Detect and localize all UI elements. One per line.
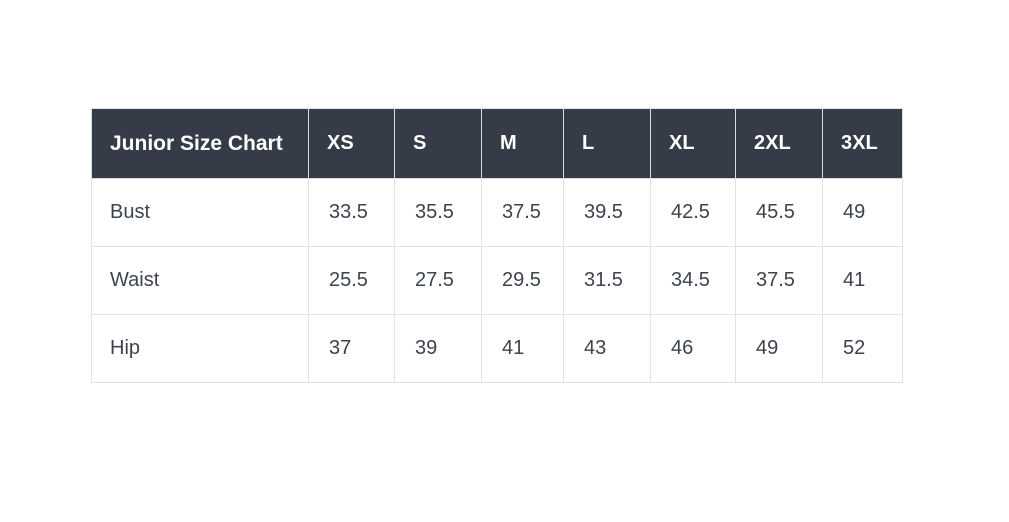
column-header-l: L <box>563 108 651 179</box>
table-cell: 37.5 <box>481 178 564 247</box>
table-cell: 31.5 <box>563 246 651 315</box>
row-label-bust: Bust <box>91 178 309 247</box>
column-header-3xl: 3XL <box>822 108 903 179</box>
row-label-waist: Waist <box>91 246 309 315</box>
column-header-s: S <box>394 108 482 179</box>
junior-size-chart-table: Junior Size Chart XS S M L XL 2XL 3XL Bu… <box>91 108 903 383</box>
table-cell: 41 <box>822 246 903 315</box>
table-cell: 39.5 <box>563 178 651 247</box>
table-row-waist: Waist 25.5 27.5 29.5 31.5 34.5 37.5 41 <box>91 246 903 315</box>
table-title: Junior Size Chart <box>91 108 309 179</box>
table-cell: 45.5 <box>735 178 823 247</box>
table-cell: 41 <box>481 314 564 383</box>
header-row: Junior Size Chart XS S M L XL 2XL 3XL <box>91 108 903 179</box>
table-cell: 27.5 <box>394 246 482 315</box>
table-cell: 46 <box>650 314 736 383</box>
table-row-hip: Hip 37 39 41 43 46 49 52 <box>91 314 903 383</box>
table-cell: 49 <box>822 178 903 247</box>
table-cell: 39 <box>394 314 482 383</box>
table-cell: 34.5 <box>650 246 736 315</box>
table-cell: 25.5 <box>308 246 395 315</box>
column-header-2xl: 2XL <box>735 108 823 179</box>
table-cell: 33.5 <box>308 178 395 247</box>
table-cell: 52 <box>822 314 903 383</box>
table-cell: 37.5 <box>735 246 823 315</box>
table-body: Bust 33.5 35.5 37.5 39.5 42.5 45.5 49 Wa… <box>91 178 903 383</box>
table-cell: 29.5 <box>481 246 564 315</box>
table-header: Junior Size Chart XS S M L XL 2XL 3XL <box>91 108 903 179</box>
table-cell: 42.5 <box>650 178 736 247</box>
table-row-bust: Bust 33.5 35.5 37.5 39.5 42.5 45.5 49 <box>91 178 903 247</box>
row-label-hip: Hip <box>91 314 309 383</box>
column-header-m: M <box>481 108 564 179</box>
table-cell: 37 <box>308 314 395 383</box>
column-header-xl: XL <box>650 108 736 179</box>
table-cell: 43 <box>563 314 651 383</box>
column-header-xs: XS <box>308 108 395 179</box>
table-cell: 35.5 <box>394 178 482 247</box>
table-cell: 49 <box>735 314 823 383</box>
